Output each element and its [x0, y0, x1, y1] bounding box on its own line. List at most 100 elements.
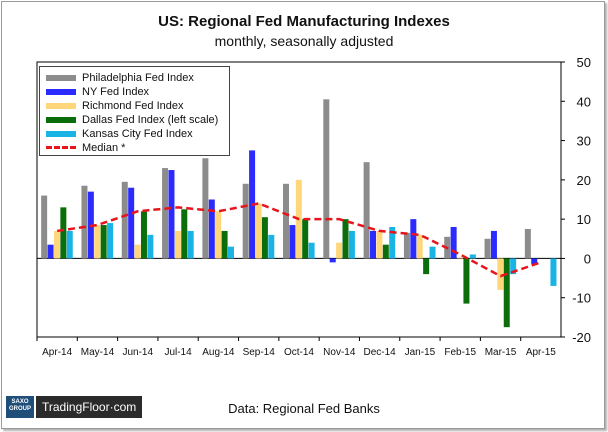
logo-name: TradingFloor·com [34, 396, 143, 418]
legend-swatch-median [46, 146, 76, 149]
chart-subtitle: monthly, seasonally adjusted [214, 33, 394, 49]
bar-philadelphia-Nov-14 [323, 99, 330, 259]
chart-title: US: Regional Fed Manufacturing Indexes [158, 13, 450, 30]
x-tick-label-Sep-14: Sep-14 [243, 347, 276, 358]
bar-philadelphia-Oct-14 [283, 183, 289, 259]
legend-swatch-kansas [46, 130, 76, 137]
bar-ny-Aug-14 [208, 199, 215, 259]
bar-kansas-Jan-15 [429, 246, 436, 259]
bar-kansas-Jun-14 [147, 234, 154, 259]
legend-label-philadelphia: Philadelphia Fed Index [82, 71, 194, 84]
bar-dallas-Apr-14 [60, 207, 67, 259]
bar-dallas-Jun-14 [140, 211, 147, 259]
bar-kansas-Nov-14 [348, 230, 355, 259]
legend-swatch-richmond [46, 102, 76, 109]
x-tick-label-May-14: May-14 [81, 347, 115, 358]
legend-item-dallas: Dallas Fed Index (left scale) [46, 113, 218, 126]
chart-legend: Philadelphia Fed Index NY Fed Index Rich… [39, 66, 230, 156]
legend-label-dallas: Dallas Fed Index (left scale) [82, 113, 219, 126]
bar-dallas-May-14 [100, 225, 107, 259]
bar-richmond-Jan-15 [416, 234, 423, 259]
y-tick-label-7: 50 [577, 55, 591, 70]
bar-kansas-Sep-14 [268, 234, 275, 259]
bar-richmond-Sep-14 [255, 203, 262, 259]
bar-philadelphia-Jan-15 [403, 232, 410, 259]
bar-richmond-Aug-14 [215, 211, 222, 259]
legend-swatch-dallas [46, 116, 76, 123]
logo-box-line1: SAXO [11, 399, 29, 405]
y-tick-label-5: 30 [577, 134, 591, 149]
legend-item-ny: NY Fed Index [46, 85, 149, 98]
bar-philadelphia-Jun-14 [121, 181, 128, 259]
bar-ny-Apr-15 [531, 258, 538, 265]
x-tick-label-Feb-15: Feb-15 [444, 347, 476, 358]
bar-ny-Feb-15 [450, 227, 457, 259]
x-tick-label-Mar-15: Mar-15 [485, 347, 517, 358]
bar-dallas-Oct-14 [302, 219, 309, 259]
legend-swatch-ny [46, 88, 76, 95]
bar-kansas-May-14 [107, 223, 114, 259]
bar-dallas-Mar-15 [503, 258, 510, 328]
bar-ny-Jan-15 [410, 219, 417, 259]
source-note: Data: Regional Fed Banks [228, 401, 380, 416]
bar-philadelphia-Dec-14 [363, 162, 370, 259]
bar-kansas-Oct-14 [308, 242, 315, 259]
y-tick-label-6: 40 [577, 94, 591, 109]
legend-item-philadelphia: Philadelphia Fed Index [46, 71, 194, 84]
logo-box-line2: GROUP [8, 406, 31, 412]
bar-ny-Apr-14 [47, 244, 54, 259]
median-line [56, 202, 542, 278]
x-tick-label-Jun-14: Jun-14 [122, 347, 153, 358]
y-tick-label-0: -20 [572, 330, 591, 345]
y-tick-label-2: 0 [584, 251, 591, 266]
bar-kansas-Apr-15 [550, 258, 557, 286]
x-tick-label-Nov-14: Nov-14 [323, 347, 356, 358]
bar-philadelphia-May-14 [81, 185, 88, 259]
bar-philadelphia-Aug-14 [202, 158, 209, 259]
bar-kansas-Apr-14 [66, 230, 73, 259]
bar-richmond-Nov-14 [336, 242, 343, 259]
bar-richmond-Jun-14 [134, 244, 141, 259]
bar-philadelphia-Jul-14 [162, 168, 169, 259]
legend-label-median: Median * [82, 141, 126, 154]
legend-label-ny: NY Fed Index [82, 85, 150, 98]
bar-kansas-Feb-15 [469, 254, 476, 259]
bar-richmond-Apr-14 [53, 230, 60, 259]
y-tick-label-4: 20 [577, 173, 591, 188]
bar-dallas-Aug-14 [221, 230, 228, 259]
bar-ny-Nov-14 [329, 258, 336, 263]
bar-dallas-Jul-14 [181, 209, 188, 259]
legend-label-richmond: Richmond Fed Index [82, 99, 184, 112]
bar-richmond-Mar-15 [497, 258, 504, 290]
legend-item-richmond: Richmond Fed Index [46, 99, 184, 112]
bar-kansas-Aug-14 [227, 246, 234, 259]
bar-kansas-Jul-14 [187, 230, 194, 259]
y-tick-label-3: 10 [577, 212, 591, 227]
plot-area-border [36, 61, 562, 338]
bar-dallas-Nov-14 [342, 219, 349, 259]
legend-label-kansas: Kansas City Fed Index [82, 127, 193, 140]
x-tick-label-Dec-14: Dec-14 [363, 347, 396, 358]
bar-ny-Jul-14 [168, 170, 175, 259]
bar-richmond-Jul-14 [174, 230, 181, 259]
bar-dallas-Sep-14 [261, 217, 268, 259]
x-tick-label-Apr-15: Apr-15 [526, 347, 556, 358]
bar-ny-Dec-14 [370, 230, 377, 259]
x-tick-label-Jan-15: Jan-15 [405, 347, 436, 358]
x-tick-label-Apr-14: Apr-14 [42, 347, 72, 358]
bar-philadelphia-Sep-14 [242, 183, 249, 259]
bar-philadelphia-Apr-14 [41, 195, 48, 259]
bar-ny-Jun-14 [128, 187, 135, 259]
bar-dallas-Feb-15 [463, 258, 470, 304]
bar-philadelphia-Mar-15 [484, 238, 491, 259]
bar-richmond-May-14 [94, 225, 101, 259]
bar-kansas-Mar-15 [510, 258, 517, 275]
y-tick-label-1: -10 [572, 291, 591, 306]
legend-item-kansas: Kansas City Fed Index [46, 127, 193, 140]
bar-dallas-Jan-15 [423, 258, 430, 275]
x-tick-label-Aug-14: Aug-14 [202, 347, 235, 358]
legend-item-median: Median * [46, 141, 125, 154]
bar-kansas-Dec-14 [389, 227, 396, 259]
bar-ny-Mar-15 [490, 230, 497, 259]
